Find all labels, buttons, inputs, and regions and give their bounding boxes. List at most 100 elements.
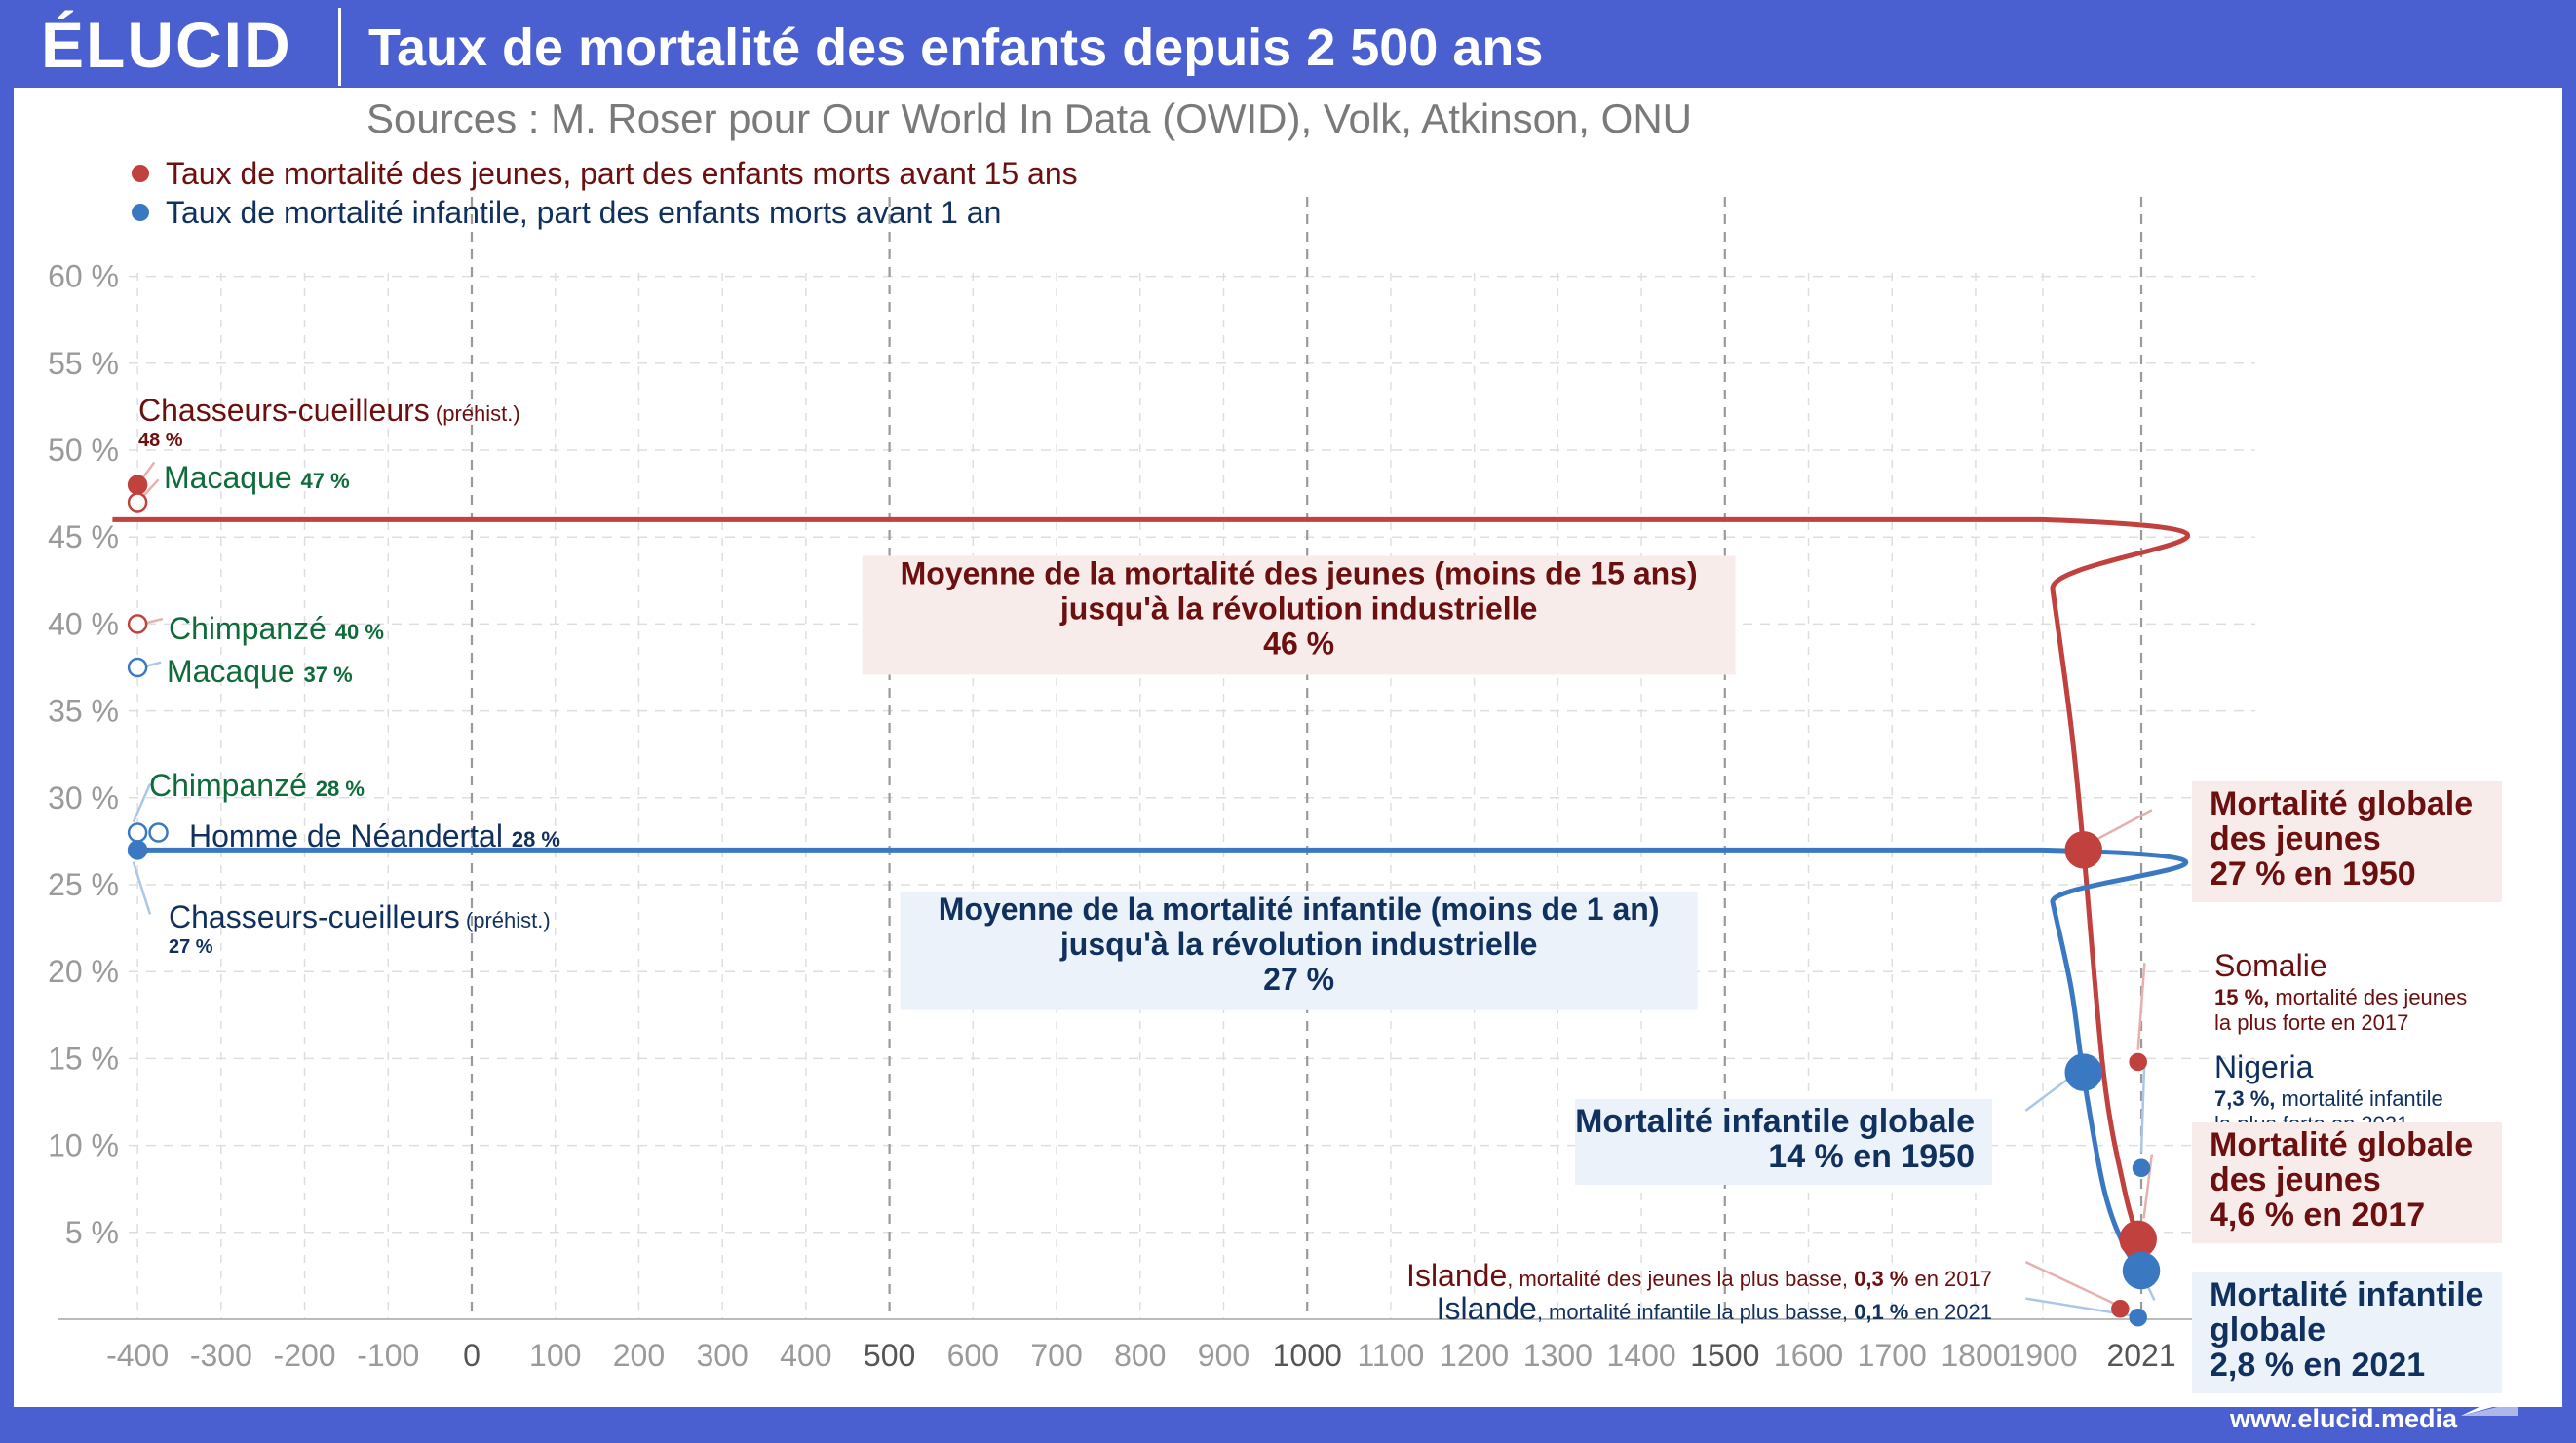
x-tick-label: 1200	[1440, 1338, 1509, 1373]
annotation-chimpanze-jeunes: Chimpanzé 40 %	[169, 611, 384, 646]
annotation-line: 2,8 % en 2021	[2210, 1347, 2425, 1384]
y-tick-label: 25 %	[48, 867, 119, 902]
x-tick-label: -400	[106, 1338, 169, 1373]
annotation-text: Macaque 37 %	[167, 654, 353, 689]
annotation-text: Islande, mortalité infantile la plus bas…	[1437, 1291, 1992, 1326]
x-tick-label: 1900	[2008, 1338, 2077, 1373]
legend-label: Taux de mortalité des jeunes, part des e…	[166, 156, 1078, 191]
legend-item-1: Taux de mortalité des jeunes, part des e…	[132, 156, 1078, 191]
y-tick-label: 50 %	[48, 433, 119, 468]
y-tick-label: 35 %	[48, 694, 119, 729]
label-background	[900, 891, 1698, 1010]
footer-url[interactable]: www.elucid.media	[2230, 1404, 2458, 1433]
x-tick-label: 1400	[1606, 1338, 1675, 1373]
point-nigeria	[2132, 1158, 2151, 1178]
point-chimpanze-infantile	[127, 822, 148, 843]
point-chasseurs-jeunes	[127, 475, 148, 495]
avg-jeunes-label: Moyenne de la mortalité des jeunes (moin…	[862, 555, 1736, 675]
annotation-line: Mortalité infantile globale	[1575, 1103, 1975, 1140]
brand-logo: ÉLUCID	[41, 9, 292, 81]
label-line: jusqu'à la révolution industrielle	[1059, 590, 1537, 626]
annotation-line: globale	[2210, 1311, 2326, 1348]
point-chasseurs-infantile	[127, 840, 148, 860]
annotation-line: Mortalité globale	[2210, 1126, 2473, 1163]
annotation-text: Macaque 47 %	[164, 460, 350, 495]
annotation-line: Mortalité globale	[2210, 785, 2473, 822]
x-tick-label: 1300	[1523, 1338, 1593, 1373]
leader-line	[2147, 1287, 2156, 1301]
x-tick-label: 1800	[1941, 1338, 2010, 1373]
x-tick-label: 1600	[1774, 1338, 1843, 1373]
avg-infantile-label: Moyenne de la mortalité infantile (moins…	[900, 891, 1698, 1010]
annotation-detail: la plus forte en 2017	[2214, 1010, 2408, 1035]
chart-subtitle: Sources : M. Roser pour Our World In Dat…	[366, 95, 1692, 141]
chart-panel: Sources : M. Roser pour Our World In Dat…	[14, 88, 2562, 1407]
series-line-jeunes	[112, 516, 2191, 1240]
legend-swatch	[132, 204, 149, 221]
point-jeunes-1950	[2064, 831, 2102, 869]
x-tick-label: 900	[1198, 1338, 1250, 1373]
annotation-detail: 7,3 %, mortalité infantile	[2214, 1086, 2443, 1111]
point-islande-jeunes	[2111, 1300, 2130, 1318]
y-tick-label: 20 %	[48, 954, 119, 989]
leader-line	[2024, 1260, 2116, 1306]
annotation-chimpanze-infantile: Chimpanzé 28 %	[149, 768, 365, 803]
point-macaque-jeunes	[127, 492, 148, 513]
leader-line	[2136, 963, 2146, 1050]
label-line: 46 %	[1263, 626, 1334, 661]
label-line: jusqu'à la révolution industrielle	[1059, 927, 1537, 962]
x-tick-label: 700	[1030, 1338, 1082, 1373]
annotation-islande-infantile: Islande, mortalité infantile la plus bas…	[1437, 1291, 1992, 1326]
x-tick-label: -200	[274, 1338, 336, 1373]
y-tick-label: 55 %	[48, 346, 119, 381]
annotation-detail: 15 %, mortalité des jeunes	[2214, 985, 2467, 1009]
leader-line	[132, 861, 152, 915]
x-tick-label: 800	[1114, 1338, 1166, 1373]
annotation-background	[2192, 781, 2502, 902]
x-tick-label: 0	[463, 1338, 481, 1373]
annotation-line: Mortalité infantile	[2210, 1276, 2483, 1313]
annotation-macaque-infantile: Macaque 37 %	[167, 654, 353, 689]
label-background	[862, 555, 1736, 675]
annotation-text: Islande, mortalité des jeunes la plus ba…	[1406, 1258, 1992, 1293]
annotation-chasseurs-infantile: Chasseurs-cueilleurs (préhist.)27 %	[169, 899, 551, 958]
annotation-text: Chasseurs-cueilleurs (préhist.)	[169, 899, 551, 934]
chart: Sources : M. Roser pour Our World In Dat…	[48, 95, 2502, 1393]
annotation-head: Nigeria	[2214, 1049, 2314, 1084]
label-line: 27 %	[1263, 962, 1334, 997]
y-tick-label: 60 %	[48, 259, 119, 294]
annotation-macaque-jeunes: Macaque 47 %	[164, 460, 350, 495]
leader-line	[2024, 1075, 2073, 1112]
y-tick-label: 15 %	[48, 1041, 119, 1076]
annotation-neandertal-infantile: Homme de Néandertal 28 %	[189, 818, 560, 854]
annotation-text: Chasseurs-cueilleurs (préhist.)	[138, 393, 520, 428]
legend-item-2: Taux de mortalité infantile, part des en…	[132, 195, 1001, 230]
leader-line	[2093, 809, 2153, 843]
x-tick-label: 1100	[1358, 1338, 1425, 1373]
x-tick-label: 1700	[1858, 1338, 1927, 1373]
annotation-background	[2192, 1122, 2502, 1243]
x-tick-label: 600	[947, 1338, 999, 1373]
annotation-text: Chimpanzé 40 %	[169, 611, 384, 646]
annotation-line: 4,6 % en 2017	[2210, 1196, 2425, 1234]
point-jeunes-2017	[2119, 1220, 2157, 1259]
point-islande-infantile	[2129, 1308, 2147, 1327]
annotation-line: 14 % en 1950	[1768, 1138, 1975, 1175]
x-tick-label: -300	[190, 1338, 252, 1373]
annotation-islande-jeunes: Islande, mortalité des jeunes la plus ba…	[1406, 1258, 1992, 1293]
x-tick-label: 1500	[1690, 1338, 1759, 1373]
header: ÉLUCID Taux de mortalité des enfants dep…	[0, 0, 2576, 88]
y-tick-label: 5 %	[65, 1215, 119, 1250]
point-neandertal-infantile	[148, 822, 169, 843]
page-title: Taux de mortalité des enfants depuis 2 5…	[368, 19, 1544, 77]
annotation-background	[2192, 1272, 2502, 1393]
label-line: Moyenne de la mortalité infantile (moins…	[939, 892, 1660, 927]
label-line: Moyenne de la mortalité des jeunes (moin…	[901, 555, 1698, 590]
x-tick-label: 1000	[1273, 1338, 1342, 1373]
annotation-line: des jeunes	[2210, 1161, 2381, 1198]
